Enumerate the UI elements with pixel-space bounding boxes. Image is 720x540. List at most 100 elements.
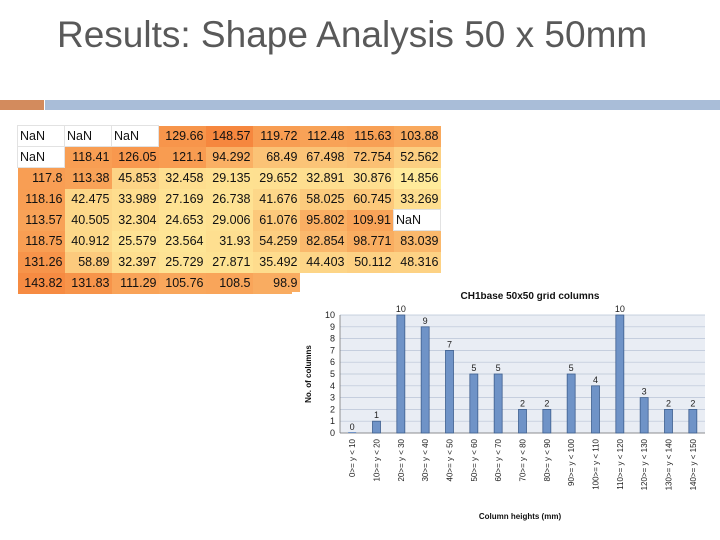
title-underline	[45, 100, 720, 110]
table-cell: NaN	[17, 146, 65, 168]
bar	[348, 432, 357, 433]
table-cell: NaN	[17, 125, 65, 147]
histogram-chart: 0 1 2 3 4 5 6 7 8 9 10 CH1base 50x50 grid columns No…	[292, 292, 720, 540]
x-tick-label: 100>= y < 110	[592, 438, 601, 489]
bar-data-label: 10	[615, 304, 625, 314]
table-cell: 50.112	[346, 251, 394, 273]
table-cell: 82.854	[299, 230, 347, 252]
bar-data-label: 5	[496, 363, 501, 373]
table-cell: NaN	[111, 125, 159, 147]
x-tick-label: 40>= y < 50	[446, 438, 455, 481]
table-cell: 129.66	[158, 125, 206, 147]
table-row: NaN NaN NaN 129.66 148.57 119.72 112.48 115.63 1…	[17, 125, 441, 147]
x-tick-label: 10>= y < 20	[373, 438, 382, 481]
x-tick-label: 130>= y < 140	[665, 438, 674, 490]
table-cell: 98.9	[252, 272, 300, 294]
bar-data-label: 1	[374, 410, 379, 420]
y-tick-label: 4	[330, 381, 335, 391]
table-cell: 72.754	[346, 146, 394, 168]
table-cell: 113.57	[17, 209, 65, 231]
table-cell: 143.82	[17, 272, 65, 294]
bar-data-label: 5	[569, 363, 574, 373]
bar-data-label: 7	[447, 339, 452, 349]
table-cell: 33.269	[393, 188, 441, 210]
table-cell: 32.304	[111, 209, 159, 231]
bar-data-label: 2	[544, 398, 549, 408]
table-cell: 111.29	[111, 272, 159, 294]
x-tick-label: 50>= y < 60	[470, 438, 479, 481]
table-cell: 105.76	[158, 272, 206, 294]
table-cell: 48.316	[393, 251, 441, 273]
bar	[518, 409, 527, 434]
bar	[420, 326, 430, 434]
table-row: 113.57 40.505 32.304 24.653 29.006 61.076 95.8…	[17, 209, 441, 231]
table-cell: 119.72	[252, 125, 300, 147]
table-cell: 121.1	[158, 146, 206, 168]
bar	[445, 350, 454, 434]
y-tick-label: 6	[330, 357, 335, 367]
y-tick-label: 2	[330, 404, 335, 414]
bar-data-label: 2	[690, 398, 695, 408]
table-cell: 25.729	[158, 251, 206, 273]
table-cell: 103.88	[393, 125, 441, 147]
table-cell: 29.652	[252, 167, 300, 189]
chart-title: CH1base 50x50 grid columns	[461, 292, 600, 302]
y-tick-label: 10	[325, 310, 335, 320]
table-cell: NaN	[64, 125, 112, 147]
bar	[639, 397, 649, 434]
table-cell: 33.989	[111, 188, 159, 210]
table-cell: 58.89	[64, 251, 112, 273]
x-tick-label: 80>= y < 90	[543, 438, 552, 481]
table-cell: 32.458	[158, 167, 206, 189]
y-tick-label: 8	[330, 334, 335, 344]
bar	[493, 373, 503, 434]
x-tick-label: 0>= y < 10	[348, 438, 357, 477]
y-tick-label: 0	[330, 428, 335, 438]
bar	[566, 373, 576, 434]
table-cell: 32.397	[111, 251, 159, 273]
x-tick-label: 140>= y < 150	[689, 438, 698, 490]
table-cell: 35.492	[252, 251, 300, 273]
table-cell: 98.771	[346, 230, 394, 252]
table-cell: 112.48	[299, 125, 347, 147]
table-cell: 61.076	[252, 209, 300, 231]
table-cell: 31.93	[205, 230, 253, 252]
table-cell: 25.579	[111, 230, 159, 252]
table-cell: 52.562	[393, 146, 441, 168]
table-cell: 126.05	[111, 146, 159, 168]
table-cell: 60.745	[346, 188, 394, 210]
bar-data-label: 2	[666, 398, 671, 408]
table-cell	[347, 273, 394, 294]
y-tick-label: 7	[330, 345, 335, 355]
table-cell: 26.738	[205, 188, 253, 210]
bar-data-label: 2	[520, 398, 525, 408]
y-tick-label: 3	[330, 393, 335, 403]
bar-data-label: 0	[350, 422, 355, 432]
bar	[688, 409, 698, 434]
table-cell: 30.876	[346, 167, 394, 189]
table-cell: 58.025	[299, 188, 347, 210]
table-row: 143.82 131.83 111.29 105.76 108.5 98.9	[17, 272, 441, 294]
table-cell: 27.169	[158, 188, 206, 210]
table-cell: 117.8	[17, 167, 65, 189]
table-cell: 29.135	[205, 167, 253, 189]
table-cell: 115.63	[346, 125, 394, 147]
table-cell: 44.403	[299, 251, 347, 273]
bar	[615, 314, 625, 434]
table-cell: 29.006	[205, 209, 253, 231]
table-cell: 67.498	[299, 146, 347, 168]
height-data-table: NaN NaN NaN 129.66 148.57 119.72 112.48 115.63 1…	[17, 125, 441, 294]
x-tick-label: 90>= y < 100	[567, 438, 576, 485]
table-cell: 131.26	[17, 251, 65, 273]
y-tick-label: 1	[330, 416, 335, 426]
table-cell: 32.891	[299, 167, 347, 189]
table-cell: 41.676	[252, 188, 300, 210]
table-cell: 148.57	[205, 125, 253, 147]
table-cell: 27.871	[205, 251, 253, 273]
table-cell: NaN	[393, 209, 441, 231]
x-tick-label: 30>= y < 40	[421, 438, 430, 481]
bar-data-label: 5	[471, 363, 476, 373]
table-cell: 108.5	[205, 272, 253, 294]
table-cell: 109.91	[346, 209, 394, 231]
table-cell: 94.292	[205, 146, 253, 168]
